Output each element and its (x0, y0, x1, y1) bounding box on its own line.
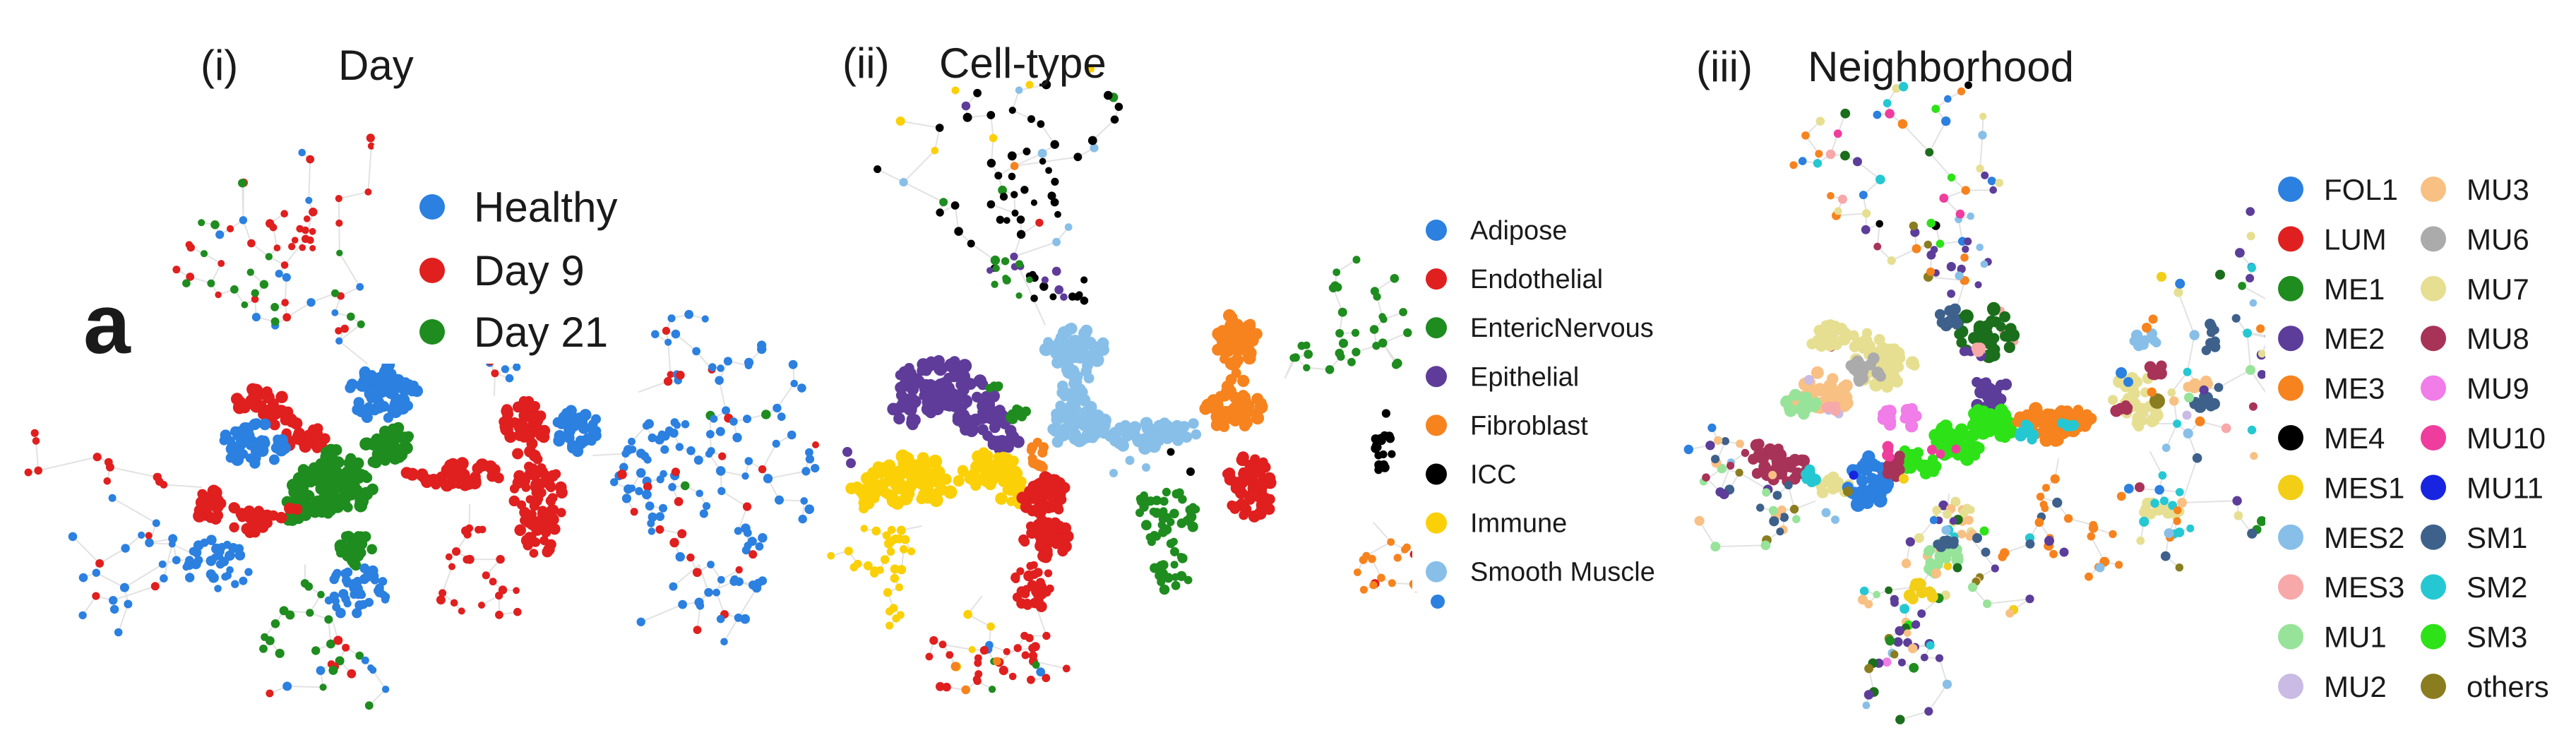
svg-text:a: a (83, 277, 131, 371)
svg-text:Epithelial: Epithelial (1470, 362, 1579, 392)
svg-text:MU2: MU2 (2324, 670, 2387, 703)
svg-text:MU10: MU10 (2467, 422, 2546, 455)
svg-text:EntericNervous: EntericNervous (1470, 314, 1654, 343)
svg-text:MES3: MES3 (2324, 571, 2404, 604)
svg-text:Day 9: Day 9 (474, 247, 585, 294)
svg-text:Healthy: Healthy (474, 184, 617, 231)
svg-text:Smooth Muscle: Smooth Muscle (1470, 558, 1655, 587)
svg-text:MES2: MES2 (2324, 521, 2404, 554)
svg-text:MU7: MU7 (2467, 273, 2529, 306)
svg-text:others: others (2467, 670, 2549, 703)
svg-text:(ii): (ii) (842, 40, 890, 87)
svg-text:MU11: MU11 (2467, 471, 2544, 504)
svg-text:SM3: SM3 (2467, 621, 2527, 654)
svg-text:Cell-type: Cell-type (939, 40, 1107, 87)
svg-text:Day 21: Day 21 (474, 309, 608, 356)
svg-text:ME3: ME3 (2324, 372, 2385, 405)
svg-text:(i): (i) (201, 42, 238, 89)
svg-text:ME4: ME4 (2324, 422, 2385, 455)
svg-text:MU3: MU3 (2467, 173, 2529, 206)
svg-text:ME2: ME2 (2324, 322, 2385, 355)
svg-text:Day: Day (338, 42, 414, 89)
svg-text:ICC: ICC (1470, 460, 1516, 490)
svg-text:Fibroblast: Fibroblast (1470, 411, 1588, 441)
svg-text:SM2: SM2 (2467, 571, 2527, 604)
svg-text:MU1: MU1 (2324, 621, 2387, 654)
svg-text:LUM: LUM (2324, 222, 2387, 256)
svg-text:MES1: MES1 (2324, 471, 2404, 504)
svg-text:Neighborhood: Neighborhood (1808, 43, 2074, 90)
svg-text:(iii): (iii) (1696, 43, 1753, 90)
svg-text:MU6: MU6 (2467, 222, 2529, 256)
svg-text:Immune: Immune (1470, 509, 1567, 539)
svg-text:Adipose: Adipose (1470, 216, 1567, 246)
svg-text:FOL1: FOL1 (2324, 173, 2398, 206)
svg-text:MU8: MU8 (2467, 322, 2529, 355)
svg-text:ME1: ME1 (2324, 273, 2385, 306)
svg-text:Endothelial: Endothelial (1470, 265, 1603, 294)
svg-text:SM1: SM1 (2467, 521, 2527, 554)
svg-text:MU9: MU9 (2467, 372, 2529, 405)
